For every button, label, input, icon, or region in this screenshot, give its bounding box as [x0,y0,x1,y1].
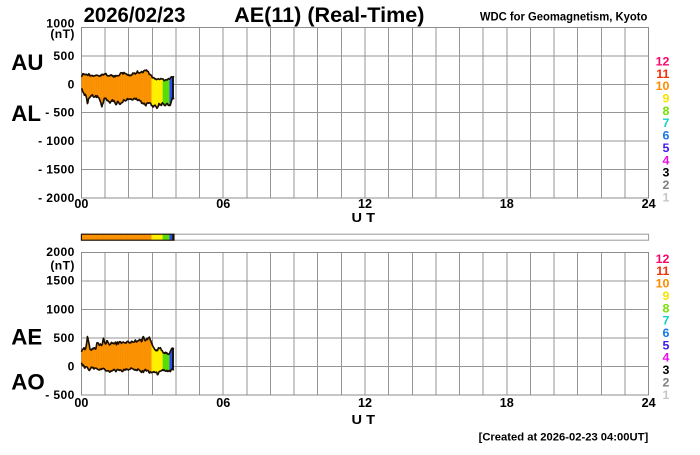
svg-text:2000: 2000 [46,245,75,259]
svg-text:9: 9 [662,92,669,106]
svg-text:AE(11) (Real-Time): AE(11) (Real-Time) [234,3,424,27]
svg-text:(nT): (nT) [50,258,74,272]
svg-text:11: 11 [656,264,669,278]
svg-text:AO: AO [11,370,44,395]
svg-text:00: 00 [74,197,88,211]
svg-text:12: 12 [656,54,670,68]
svg-text:500: 500 [53,49,74,63]
svg-text:10: 10 [656,79,670,93]
svg-text:6: 6 [662,326,669,340]
svg-text:AE: AE [11,325,42,350]
svg-text:U T: U T [352,412,376,427]
svg-text:10: 10 [656,277,670,291]
svg-text:500: 500 [53,331,74,345]
svg-text:(nT): (nT) [50,27,74,41]
svg-text:U T: U T [352,210,376,225]
svg-text:1500: 1500 [46,274,75,288]
svg-text:3: 3 [662,363,669,377]
svg-text:4: 4 [662,153,669,167]
svg-text:2026/02/23: 2026/02/23 [84,3,186,27]
svg-text:8: 8 [662,301,669,315]
svg-text:12: 12 [656,252,670,266]
svg-text:- 500: - 500 [45,388,75,402]
svg-text:2: 2 [662,178,669,192]
svg-text:12: 12 [358,197,372,211]
svg-text:8: 8 [662,104,669,118]
svg-text:1: 1 [662,388,669,402]
svg-text:- 1500: - 1500 [38,163,75,177]
svg-text:24: 24 [642,197,656,211]
svg-text:6: 6 [662,129,669,143]
svg-text:0: 0 [68,77,75,91]
svg-text:0: 0 [68,359,75,373]
svg-text:WDC for Geomagnetism, Kyoto: WDC for Geomagnetism, Kyoto [480,9,648,23]
svg-text:06: 06 [216,396,230,410]
svg-text:18: 18 [500,197,514,211]
svg-text:06: 06 [216,197,230,211]
svg-text:4: 4 [662,351,669,365]
svg-text:24: 24 [642,396,656,410]
svg-text:9: 9 [662,289,669,303]
svg-text:7: 7 [662,314,669,328]
svg-text:3: 3 [662,166,669,180]
svg-text:00: 00 [74,396,88,410]
svg-text:1: 1 [662,190,669,204]
svg-text:- 1000: - 1000 [38,134,75,148]
svg-text:7: 7 [662,116,669,130]
svg-text:AU: AU [11,50,43,75]
svg-text:5: 5 [662,338,669,352]
svg-text:11: 11 [656,67,669,81]
svg-text:5: 5 [662,141,669,155]
svg-text:1000: 1000 [46,302,75,316]
svg-text:AL: AL [11,101,41,126]
svg-text:18: 18 [500,396,514,410]
svg-text:- 500: - 500 [45,106,75,120]
svg-text:1000: 1000 [46,17,75,31]
svg-text:- 2000: - 2000 [38,191,75,205]
svg-text:[Created at 2026-02-23 04:00UT: [Created at 2026-02-23 04:00UT] [479,432,649,444]
svg-text:2: 2 [662,375,669,389]
svg-text:12: 12 [358,396,372,410]
